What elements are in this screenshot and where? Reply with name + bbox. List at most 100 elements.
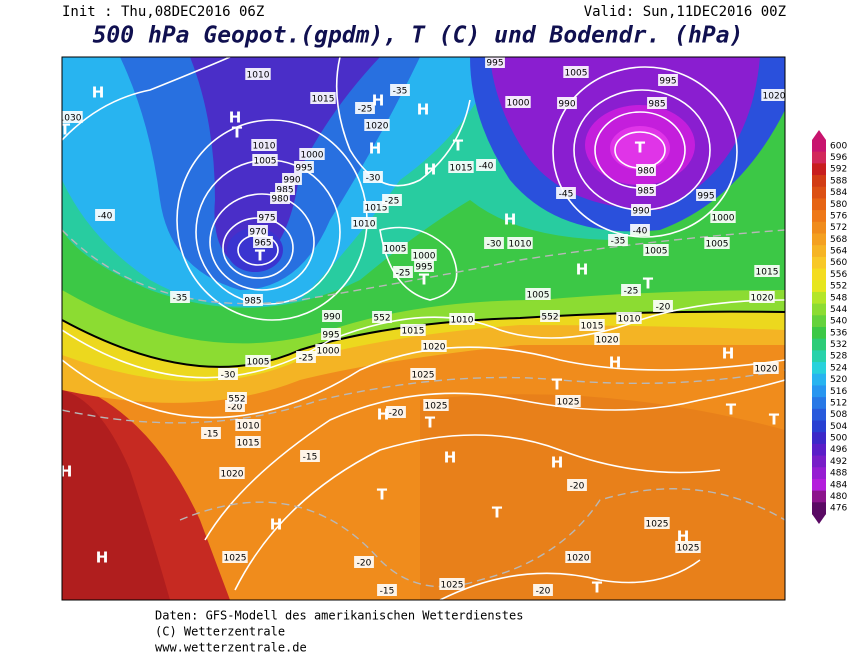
contour-label: 985 (637, 187, 654, 197)
colorbar-swatch (812, 467, 826, 480)
contour-label: 990 (558, 100, 575, 110)
label-box (245, 68, 271, 80)
label-box (400, 324, 426, 336)
contour-label: 1005 (254, 157, 277, 167)
contour-label: -35 (393, 87, 408, 97)
isobars (62, 57, 785, 600)
contour-label: 1010 (618, 315, 641, 325)
colorbar-swatch (812, 478, 826, 492)
label-box (449, 313, 475, 325)
colorbar-swatch (812, 268, 826, 281)
contour-label: 552 (228, 395, 245, 405)
colorbar-label: 572 (830, 223, 847, 233)
isotherms (62, 229, 785, 588)
label-box (485, 57, 505, 68)
contour-label: -20 (228, 403, 243, 413)
label-box (95, 209, 115, 221)
pressure-center: H (551, 454, 564, 472)
contour-label: -25 (385, 197, 400, 207)
colorbar-label: 576 (830, 211, 847, 221)
contour-label: 1005 (706, 240, 729, 250)
label-box (525, 288, 551, 300)
label-box (364, 119, 390, 131)
contour-label: 995 (415, 263, 432, 273)
colorbar-label: 528 (830, 352, 847, 362)
pressure-center: T (643, 275, 654, 293)
label-box (636, 164, 656, 176)
contour-label: 1030 (59, 114, 82, 124)
colorbar-label: 552 (830, 282, 847, 292)
contour-label: 1020 (567, 554, 590, 564)
label-box (644, 517, 670, 529)
contour-label: 1000 (712, 214, 735, 224)
colorbar-swatch (812, 385, 826, 398)
label-box (448, 161, 474, 173)
colorbar-label: 508 (830, 410, 847, 420)
contour-label: 1015 (237, 439, 260, 449)
label-box (310, 92, 336, 104)
label-box (243, 294, 263, 306)
contour-label: 1020 (755, 365, 778, 375)
label-box (393, 266, 413, 278)
label-box (643, 244, 669, 256)
label-box (410, 368, 436, 380)
label-box (218, 368, 238, 380)
contour-label: -40 (98, 212, 113, 222)
colorbar-label: 568 (830, 235, 847, 245)
pressure-center: H (417, 101, 430, 119)
label-box (252, 154, 278, 166)
contour-label: 1015 (756, 268, 779, 278)
pressure-center: T (425, 414, 436, 432)
contour-label: -45 (559, 190, 574, 200)
contour-label: 1015 (365, 204, 388, 214)
colorbar-swatch (812, 175, 826, 188)
label-box (423, 399, 449, 411)
colorbar-label: 592 (830, 165, 847, 175)
label-box (579, 319, 605, 331)
label-box (248, 225, 268, 237)
label-box (608, 234, 628, 246)
pressure-center: T (492, 504, 503, 522)
valid-time: Valid: Sun,11DEC2016 00Z (584, 4, 786, 20)
label-box (749, 291, 775, 303)
label-box (567, 479, 587, 491)
colorbar-label: 480 (830, 492, 847, 502)
contour-label: 1025 (224, 554, 247, 564)
label-box (594, 333, 620, 345)
contour-label: -20 (389, 409, 404, 419)
label-box (282, 173, 302, 185)
label-box (507, 237, 533, 249)
contour-label: -15 (380, 587, 395, 597)
label-box (621, 284, 641, 296)
colorbar-label: 600 (830, 141, 847, 151)
label-box (753, 362, 779, 374)
colorbar-swatch (812, 210, 826, 223)
contour-label: 995 (295, 164, 312, 174)
colorbar-label: 564 (830, 247, 847, 257)
field-area (62, 390, 170, 600)
pressure-center: H (444, 449, 457, 467)
footer-line: (C) Wetterzentrale (155, 625, 285, 639)
label-box (414, 260, 434, 272)
label-box (540, 310, 560, 322)
contour-label: 980 (637, 167, 654, 177)
label-box (565, 551, 591, 563)
pressure-center: H (229, 109, 242, 127)
label-box (299, 148, 325, 160)
label-box (354, 556, 374, 568)
contour-label: 1020 (221, 470, 244, 480)
label-box (505, 96, 531, 108)
contour-label: -20 (357, 559, 372, 569)
contour-label: 970 (249, 228, 266, 238)
field-area (420, 394, 785, 600)
colorbar-swatch (812, 186, 826, 199)
contour-label: -25 (624, 287, 639, 297)
label-box (321, 328, 341, 340)
init-time: Init : Thu,08DEC2016 06Z (62, 4, 264, 20)
label-box (251, 139, 277, 151)
contour-label: 552 (541, 313, 558, 323)
contour-label: 1010 (353, 220, 376, 230)
